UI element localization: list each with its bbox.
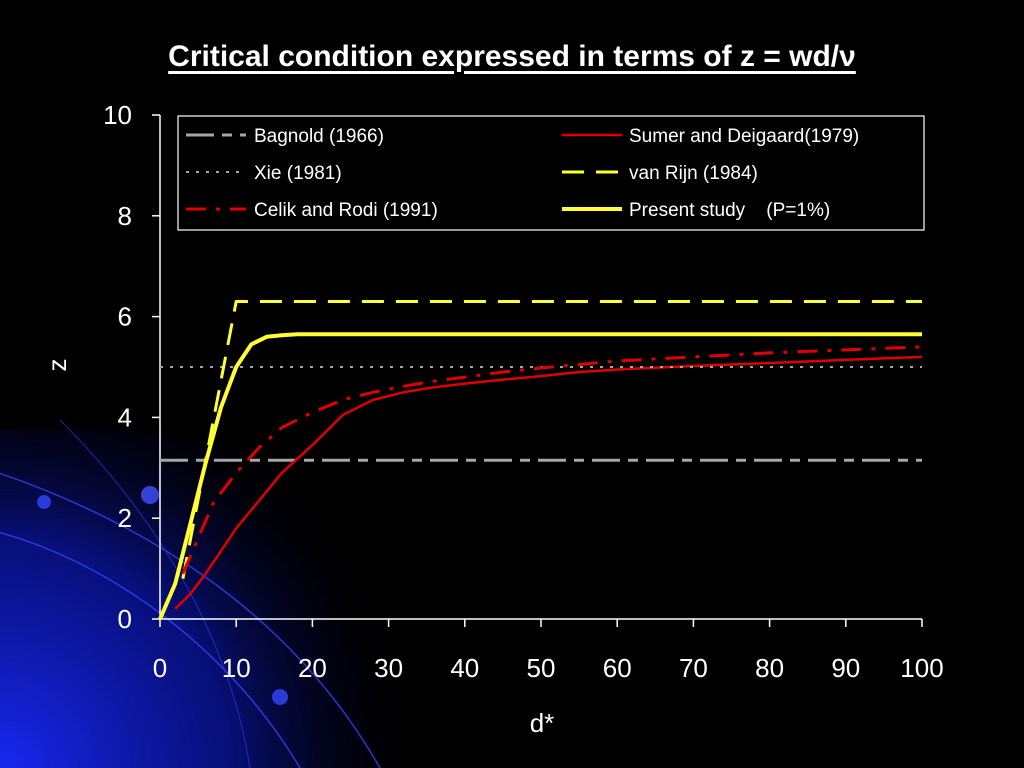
y-tick-label: 6 (118, 302, 132, 332)
series-line-1 (174, 355, 923, 610)
series-line-4 (181, 345, 923, 575)
x-tick-label: 100 (900, 653, 943, 683)
x-tick-label: 40 (450, 653, 479, 683)
legend-box (177, 115, 925, 231)
slide-title: Critical condition expressed in terms of… (168, 40, 856, 73)
series-line-5 (158, 332, 922, 620)
x-tick-label: 30 (374, 653, 403, 683)
x-tick-label: 70 (679, 653, 708, 683)
y-tick-label: 10 (103, 100, 132, 130)
legend-entry-4: Celik and Rodi (1991) (254, 200, 438, 221)
y-tick-label: 8 (118, 201, 132, 231)
y-tick-label: 4 (118, 402, 132, 432)
x-tick-label: 20 (298, 653, 327, 683)
x-tick-label: 0 (153, 653, 167, 683)
legend-entry-5: Present study (P=1%) (629, 200, 830, 221)
x-tick-label: 60 (603, 653, 632, 683)
y-tick-label: 2 (118, 503, 132, 533)
y-axis-label: z (42, 359, 72, 372)
legend-entry-3: van Rijn (1984) (629, 163, 758, 184)
x-tick-label: 90 (831, 653, 860, 683)
chart-legend: Bagnold (1966) Sumer and Deigaard(1979) Xi… (177, 115, 925, 231)
legend-entry-0: Bagnold (1966) (254, 126, 384, 147)
y-tick-label: 0 (118, 604, 132, 634)
x-axis-label: d* (530, 708, 555, 738)
legend-entry-2: Xie (1981) (254, 163, 342, 184)
x-tick-label: 50 (527, 653, 556, 683)
chart-series-layer (158, 300, 923, 620)
series-line-3 (181, 300, 922, 579)
x-tick-label: 80 (755, 653, 784, 683)
legend-entry-1: Sumer and Deigaard(1979) (629, 126, 859, 147)
x-tick-label: 10 (222, 653, 251, 683)
